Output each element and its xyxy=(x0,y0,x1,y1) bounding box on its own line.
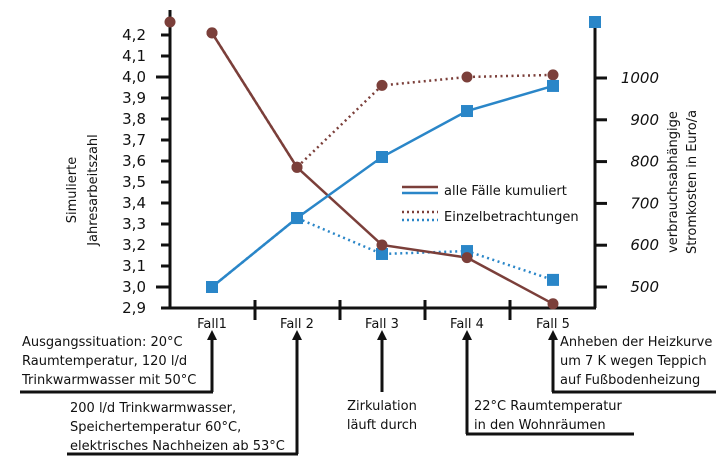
circle-marker xyxy=(291,161,303,173)
square-marker xyxy=(547,79,559,92)
annotation-text: in den Wohnräumen xyxy=(474,418,606,433)
circle-marker xyxy=(376,239,388,251)
circle-marker xyxy=(206,27,218,39)
arrow-head-icon xyxy=(377,330,387,340)
right-tick-label: 600 xyxy=(630,236,659,254)
square-marker xyxy=(547,273,559,286)
annotation-text: Speichertemperatur 60°C, xyxy=(70,420,241,435)
category-label: Fall 4 xyxy=(450,317,484,332)
annotation-text: auf Fußbodenheizung xyxy=(560,373,700,388)
left-tick-label: 3,9 xyxy=(122,89,146,107)
y2-axis-title-line2: Stromkosten in Euro/a xyxy=(685,110,700,254)
left-axis-circle-marker xyxy=(164,16,176,28)
circle-marker xyxy=(547,69,559,81)
annotation-text: um 7 K wegen Teppich xyxy=(560,354,707,369)
right-axis-ticks: 500 600 700 800 900 1000 xyxy=(595,69,659,296)
arrow-head-icon xyxy=(462,330,472,340)
square-marker xyxy=(376,151,388,164)
arrow-head-icon xyxy=(548,330,558,340)
right-axis-square-marker xyxy=(589,16,601,28)
annotation-text: Zirkulation xyxy=(347,399,417,414)
left-axis-ticks: 2,9 3,0 3,1 3,2 3,3 3,4 3,5 3,6 3,7 3,8 3,9 4,0 4,1 4… xyxy=(122,26,170,317)
axes xyxy=(162,10,597,310)
circle-marker xyxy=(461,71,473,83)
right-tick-label: 900 xyxy=(630,111,659,129)
square-marker xyxy=(291,212,303,225)
annotation-text: Anheben der Heizkurve xyxy=(560,335,712,350)
annotations: Ausgangssituation: 20°C Raumtemperatur, 1… xyxy=(20,330,716,456)
circle-marker xyxy=(461,252,473,264)
square-marker xyxy=(206,281,218,293)
legend: alle Fälle kumuliert Einzelbetrachtungen xyxy=(402,184,579,225)
arrow-head-icon xyxy=(292,330,302,340)
annotation-text: Ausgangssituation: 20°C xyxy=(22,335,183,350)
legend-label-cumulative: alle Fälle kumuliert xyxy=(444,184,567,199)
right-tick-label: 500 xyxy=(630,278,659,296)
right-tick-label: 1000 xyxy=(621,69,659,87)
category-label: Fall 5 xyxy=(536,317,570,332)
y-axis-title-line2: Jahresarbeitszahl xyxy=(86,134,101,247)
square-marker xyxy=(376,247,388,260)
category-label: Fall 3 xyxy=(365,317,399,332)
left-tick-label: 3,6 xyxy=(122,152,146,170)
category-label: Fall 2 xyxy=(280,317,314,332)
annotation-text: elektrisches Nachheizen ab 53°C xyxy=(70,439,285,454)
y2-axis-title-line1: verbrauchsabhängige xyxy=(666,111,681,253)
left-tick-label: 3,5 xyxy=(122,173,146,191)
left-tick-label: 3,4 xyxy=(122,194,146,212)
annotation-text: läuft durch xyxy=(347,418,417,433)
annotation-text: 22°C Raumtemperatur xyxy=(474,399,623,414)
annotation-text: 200 l/d Trinkwarmwasser, xyxy=(70,401,236,416)
category-axis: Fall1 Fall 2 Fall 3 Fall 4 Fall 5 xyxy=(197,300,570,332)
annotation-text: Trinkwarmwasser mit 50°C xyxy=(21,373,196,388)
left-tick-label: 3,2 xyxy=(122,236,146,254)
left-tick-label: 3,1 xyxy=(122,257,146,275)
arrow-head-icon xyxy=(207,330,217,340)
right-tick-label: 800 xyxy=(630,153,659,171)
left-tick-label: 3,3 xyxy=(122,215,146,233)
right-tick-label: 700 xyxy=(630,194,659,212)
square-marker xyxy=(461,105,473,118)
left-tick-label: 3,7 xyxy=(122,131,146,149)
y-axis-title-line1: Simulierte xyxy=(65,157,80,223)
circle-marker xyxy=(547,298,559,310)
legend-label-individual: Einzelbetrachtungen xyxy=(444,210,579,225)
left-tick-label: 4,2 xyxy=(122,26,146,44)
left-tick-label: 4,0 xyxy=(122,68,146,86)
left-tick-label: 3,0 xyxy=(122,278,146,296)
circle-marker xyxy=(376,79,388,91)
annotation-text: Raumtemperatur, 120 l/d xyxy=(22,354,187,369)
category-label: Fall1 xyxy=(197,317,227,332)
left-tick-label: 3,8 xyxy=(122,110,146,128)
left-tick-label: 2,9 xyxy=(122,299,146,317)
left-tick-label: 4,1 xyxy=(122,47,146,65)
data-series xyxy=(164,16,601,310)
series-line xyxy=(210,32,554,305)
